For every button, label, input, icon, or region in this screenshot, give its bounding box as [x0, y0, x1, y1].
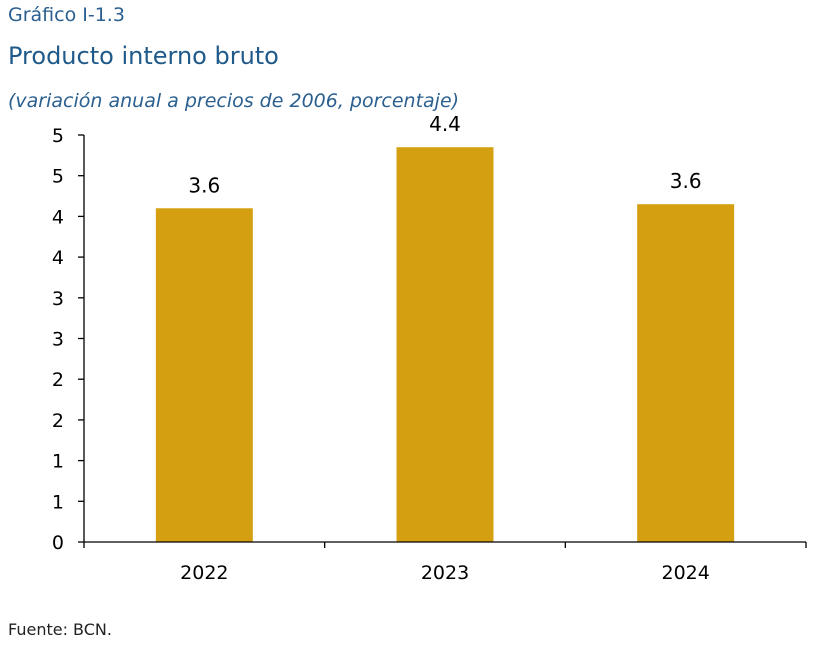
chart-title: Producto interno bruto: [8, 42, 279, 70]
y-tick-label: 0: [52, 532, 64, 554]
bar-2023: [396, 147, 494, 542]
source-note: Fuente: BCN.: [8, 620, 112, 639]
x-tick-label-2023: 2023: [421, 562, 469, 584]
x-tick-label-2022: 2022: [180, 562, 228, 584]
y-tick-label: 3: [52, 329, 64, 351]
y-tick-label: 1: [52, 451, 64, 473]
data-label-2024: 3.6: [670, 169, 702, 193]
data-label-2023: 4.4: [429, 112, 461, 136]
y-tick-label: 5: [52, 125, 64, 147]
y-tick-label: 2: [52, 369, 64, 391]
y-tick-label: 4: [52, 247, 64, 269]
x-tick-label-2024: 2024: [661, 562, 709, 584]
figure-label: Gráfico I-1.3: [8, 4, 125, 26]
y-tick-label: 1: [52, 491, 64, 513]
chart-subtitle: (variación anual a precios de 2006, porc…: [8, 90, 460, 112]
bar-2024: [637, 204, 735, 542]
y-tick-label: 3: [52, 288, 64, 310]
y-tick-label: 4: [52, 206, 64, 228]
bar-2022: [155, 208, 253, 542]
y-tick-label: 2: [52, 410, 64, 432]
y-tick-label: 5: [52, 166, 64, 188]
data-label-2022: 3.6: [188, 173, 220, 197]
